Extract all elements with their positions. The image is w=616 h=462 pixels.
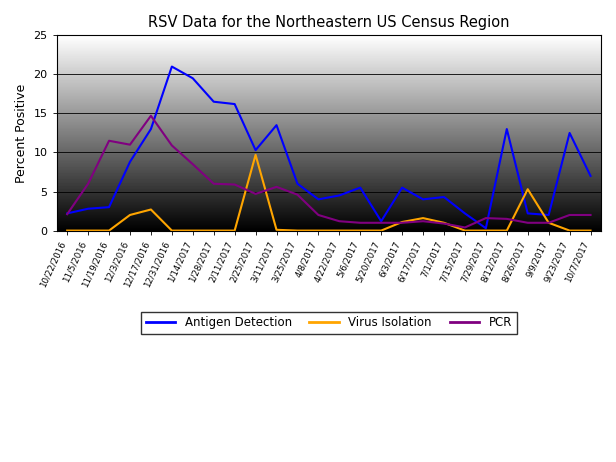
Legend: Antigen Detection, Virus Isolation, PCR: Antigen Detection, Virus Isolation, PCR (141, 311, 517, 334)
Y-axis label: Percent Positive: Percent Positive (15, 83, 28, 182)
Title: RSV Data for the Northeastern US Census Region: RSV Data for the Northeastern US Census … (148, 15, 509, 30)
